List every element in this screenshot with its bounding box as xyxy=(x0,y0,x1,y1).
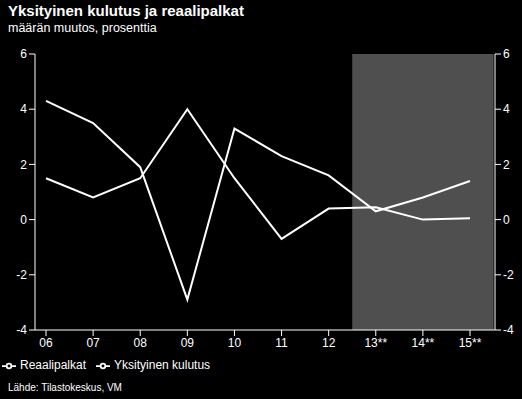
svg-text:13**: 13** xyxy=(364,336,387,350)
svg-text:-2: -2 xyxy=(503,268,514,282)
svg-text:6: 6 xyxy=(20,47,27,61)
html-text:määrän muutos, prosenttia: määrän muutos, prosenttia xyxy=(8,21,157,35)
html-text:Reaalipalkat: Reaalipalkat xyxy=(20,358,86,372)
svg-text:2: 2 xyxy=(20,158,27,172)
svg-text:08: 08 xyxy=(134,336,148,350)
svg-text:07: 07 xyxy=(86,336,100,350)
svg-text:-4: -4 xyxy=(503,323,514,337)
svg-text:14**: 14** xyxy=(412,336,435,350)
svg-text:09: 09 xyxy=(181,336,195,350)
svg-text:0: 0 xyxy=(20,213,27,227)
html-text:Yksityinen kulutus: Yksityinen kulutus xyxy=(114,358,211,372)
svg-text:06: 06 xyxy=(39,336,53,350)
svg-text:6: 6 xyxy=(503,47,510,61)
svg-text:4: 4 xyxy=(503,102,510,116)
svg-text:15**: 15** xyxy=(459,336,482,350)
svg-text:10: 10 xyxy=(228,336,242,350)
html-text:Lähde: Tilastokeskus, VM: Lähde: Tilastokeskus, VM xyxy=(8,382,122,393)
svg-text:2: 2 xyxy=(503,158,510,172)
svg-text:-4: -4 xyxy=(16,323,27,337)
svg-text:0: 0 xyxy=(503,213,510,227)
svg-text:-2: -2 xyxy=(16,268,27,282)
svg-text:4: 4 xyxy=(20,102,27,116)
html-text:Yksityinen kulutus ja reaalipa: Yksityinen kulutus ja reaalipalkat xyxy=(8,2,244,19)
svg-text:11: 11 xyxy=(275,336,288,350)
svg-text:12: 12 xyxy=(322,336,336,350)
